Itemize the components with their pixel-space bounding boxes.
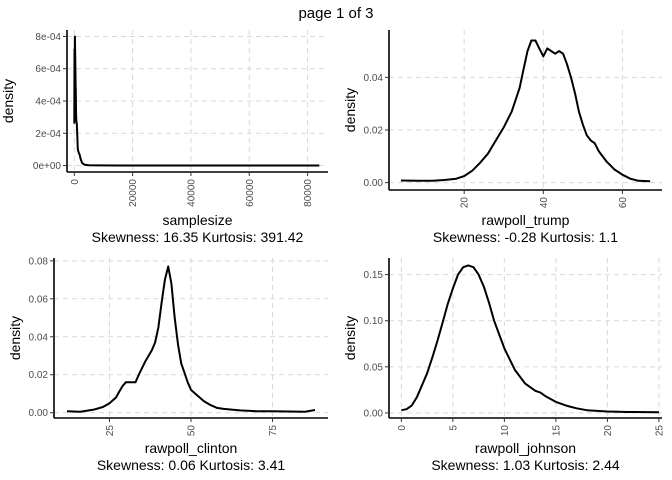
x-axis-title: rawpoll_trump (482, 212, 570, 228)
x-tick-label: 25 (654, 425, 665, 437)
panel-rawpoll-trump: 0.00 0.02 0.04 20 40 60 rawpoll_trumpSkewness:… (342, 30, 662, 245)
x-tick-label: 25 (105, 425, 116, 437)
x-tick-label: 40 (539, 197, 550, 209)
density-line-samplesize (73, 35, 320, 167)
y-tick-label: 0.10 (364, 316, 384, 327)
x-axis-title: rawpoll_clinton (145, 440, 238, 456)
panel-samplesize: 0e+00 2e-04 4e-04 6e-04 8e-04 0 20000 40000 6000… (0, 30, 328, 245)
density-line-rawpoll-trump (400, 39, 651, 183)
x-tick-label: 20 (603, 425, 614, 437)
chart-caption: Skewness: 16.35 Kurtosis: 391.42 (92, 229, 304, 245)
x-axis-title: rawpoll_johnson (475, 440, 576, 456)
x-tick-label: 20000 (128, 179, 139, 207)
y-tick-label: 0.05 (364, 362, 384, 373)
density-line-rawpoll-clinton (66, 265, 316, 413)
chart-caption: Skewness: 0.06 Kurtosis: 3.41 (97, 457, 286, 473)
y-axis-title: density (7, 316, 23, 360)
y-tick-label: 0.02 (29, 370, 49, 381)
y-tick-label: 8e-04 (35, 32, 61, 43)
y-tick-label: 0.06 (29, 294, 49, 305)
chart-caption: Skewness: 1.03 Kurtosis: 2.44 (431, 457, 620, 473)
y-axis-title: density (342, 316, 358, 360)
x-tick-label: 75 (268, 425, 279, 437)
y-tick-label: 0e+00 (33, 161, 62, 172)
y-tick-label: 6e-04 (35, 64, 61, 75)
x-tick-label: 60 (618, 197, 629, 209)
x-tick-label: 20 (460, 197, 471, 209)
y-tick-label: 0.15 (364, 270, 384, 281)
y-axis-title: density (342, 88, 358, 132)
x-tick-label: 10 (500, 425, 511, 437)
density-line-rawpoll-johnson (401, 264, 659, 414)
y-tick-label: 0.04 (29, 332, 49, 343)
x-tick-label: 15 (551, 425, 562, 437)
x-tick-label: 5 (448, 425, 459, 431)
y-tick-label: 0.00 (364, 178, 384, 189)
x-axis-title: samplesize (162, 212, 232, 228)
y-tick-label: 0.08 (29, 256, 49, 267)
chart-caption: Skewness: -0.28 Kurtosis: 1.1 (433, 229, 618, 245)
y-tick-label: 0.00 (29, 408, 49, 419)
y-tick-label: 4e-04 (35, 97, 61, 108)
y-tick-label: 0.04 (364, 73, 384, 84)
x-tick-label: 50 (187, 425, 198, 437)
x-tick-label: 40000 (186, 179, 197, 207)
x-tick-label: 0 (397, 425, 408, 431)
x-tick-label: 60000 (245, 179, 256, 207)
page-title: page 1 of 3 (298, 5, 373, 22)
y-tick-label: 0.00 (364, 408, 384, 419)
panel-rawpoll-clinton: 0.00 0.02 0.04 0.06 0.08 25 50 75 rawpoll_clinto… (7, 256, 328, 473)
y-axis-title: density (0, 79, 16, 123)
y-tick-label: 2e-04 (35, 129, 61, 140)
y-tick-label: 0.02 (364, 126, 384, 137)
x-tick-label: 0 (70, 179, 81, 185)
x-tick-label: 80000 (303, 179, 314, 207)
panel-rawpoll-johnson: 0.00 0.05 0.10 0.15 0 5 10 15 20 25 rawpoll_johnso… (342, 258, 665, 473)
